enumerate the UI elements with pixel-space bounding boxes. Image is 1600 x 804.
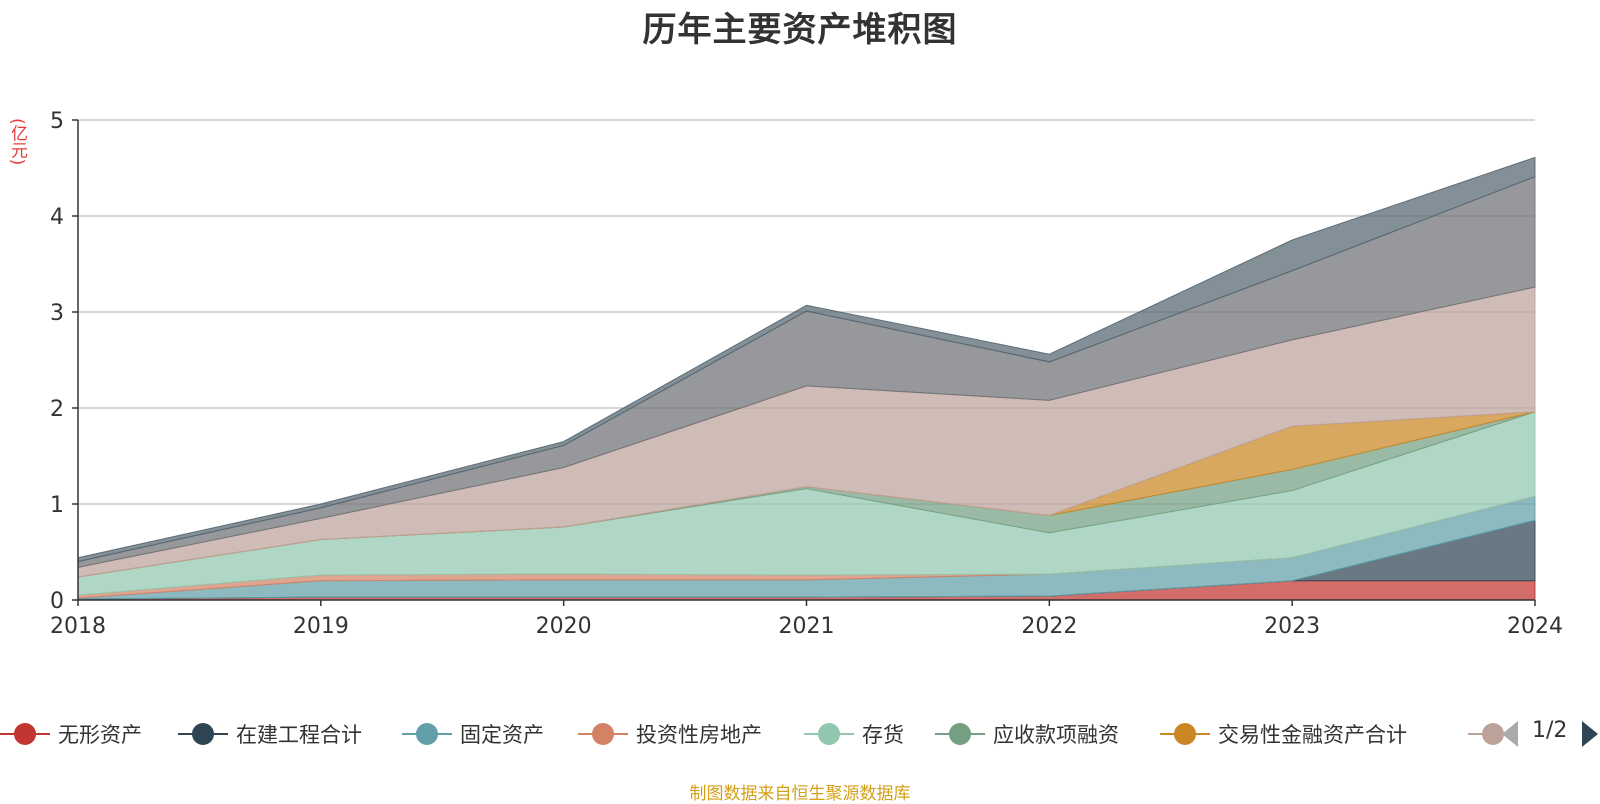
legend-page-indicator: 1/2	[1532, 718, 1568, 743]
x-tick-label: 2022	[1021, 614, 1077, 639]
legend-label: 存货	[862, 723, 904, 747]
y-tick-label: 0	[50, 589, 64, 614]
legend: 无形资产 在建工程合计 固定资产 投资性房地产 存货 应收款项融资 交易性金融资产合计	[0, 714, 1600, 754]
x-tick-label: 2019	[293, 614, 349, 639]
legend-label: 应收款项融资	[993, 723, 1119, 747]
y-axis-unit: (亿元)	[7, 118, 27, 166]
legend-marker-icon	[402, 723, 452, 745]
legend-marker-icon	[804, 723, 854, 745]
y-tick-label: 3	[50, 301, 64, 326]
area-series-9	[77, 156, 1536, 563]
source-note: 制图数据来自恒生聚源数据库	[689, 784, 911, 804]
legend-label: 投资性房地产	[636, 723, 762, 747]
legend-marker-icon	[935, 723, 985, 745]
legend-item[interactable]: 交易性金融资产合计	[1160, 714, 1407, 754]
legend-label: 固定资产	[460, 723, 544, 747]
legend-marker-icon	[578, 723, 628, 745]
y-tick-label: 4	[50, 205, 64, 230]
axes: 0 1 2 3 4 5 2018 2019 2020 2021 2022 2023 2024	[50, 109, 1563, 639]
stacked-areas	[77, 156, 1536, 601]
legend-item[interactable]: 存货	[804, 714, 904, 754]
legend-item[interactable]: 无形资产	[0, 714, 142, 754]
legend-item[interactable]: 在建工程合计	[178, 714, 362, 754]
legend-next-page-icon[interactable]	[1580, 719, 1600, 749]
y-tick-label: 2	[50, 397, 64, 422]
y-tick-label: 5	[50, 109, 64, 134]
x-tick-label: 2020	[536, 614, 592, 639]
x-tick-label: 2021	[779, 614, 835, 639]
legend-label: 在建工程合计	[236, 723, 362, 747]
chart-area: 0 1 2 3 4 5 2018 2019 2020 2021 2022 2023 2024	[50, 109, 1563, 639]
legend-marker-icon	[0, 723, 50, 745]
x-tick-label: 2018	[50, 614, 106, 639]
y-tick-label: 1	[50, 493, 64, 518]
legend-item[interactable]: 固定资产	[402, 714, 544, 754]
legend-label: 无形资产	[58, 723, 142, 747]
legend-prev-page-icon[interactable]	[1500, 719, 1520, 749]
x-tick-label: 2023	[1264, 614, 1320, 639]
x-tick-label: 2024	[1507, 614, 1563, 639]
legend-label: 交易性金融资产合计	[1218, 723, 1407, 747]
legend-item[interactable]: 投资性房地产	[578, 714, 762, 754]
legend-item[interactable]: 应收款项融资	[935, 714, 1119, 754]
legend-marker-icon	[178, 723, 228, 745]
chart-title: 历年主要资产堆积图	[642, 10, 958, 50]
legend-marker-icon	[1160, 723, 1210, 745]
